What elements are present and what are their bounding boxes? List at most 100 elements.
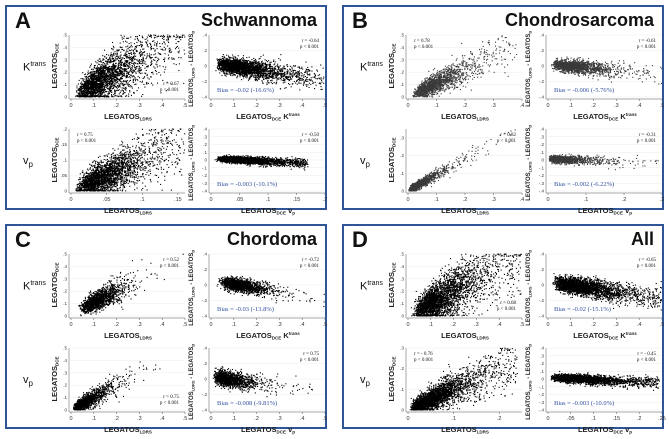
point	[121, 62, 122, 63]
point	[117, 79, 118, 80]
point	[255, 75, 256, 76]
point	[107, 72, 108, 73]
point	[147, 44, 148, 45]
point	[162, 38, 163, 39]
point	[293, 70, 294, 71]
point	[103, 74, 104, 75]
point	[106, 73, 107, 74]
point	[101, 81, 102, 82]
point	[174, 36, 175, 37]
point	[124, 54, 125, 55]
point	[102, 86, 103, 87]
point	[144, 87, 145, 88]
point	[323, 83, 324, 84]
point	[307, 77, 308, 78]
point	[151, 46, 152, 47]
point	[251, 59, 252, 60]
point	[229, 56, 230, 57]
point	[303, 77, 304, 78]
point	[134, 70, 135, 71]
point	[217, 60, 218, 61]
point	[143, 48, 144, 49]
point	[146, 57, 147, 58]
point	[98, 61, 99, 62]
point	[109, 61, 110, 62]
point	[319, 78, 320, 79]
point	[157, 83, 158, 84]
point	[219, 67, 220, 68]
point	[92, 96, 93, 97]
point	[260, 71, 261, 72]
point	[253, 75, 254, 76]
point	[106, 85, 107, 86]
point	[307, 74, 308, 75]
point	[117, 68, 118, 69]
point	[271, 62, 272, 63]
point	[291, 67, 292, 68]
point	[82, 92, 83, 93]
point	[122, 39, 123, 40]
point	[144, 61, 145, 62]
point	[124, 69, 125, 70]
point	[295, 73, 296, 74]
point	[113, 64, 114, 65]
point	[114, 68, 115, 69]
point	[288, 79, 289, 80]
point	[321, 89, 322, 90]
point	[79, 92, 80, 93]
x-tick-label: .4	[160, 103, 165, 109]
point	[144, 55, 145, 56]
point	[104, 87, 105, 88]
point	[275, 66, 276, 67]
point	[178, 70, 179, 71]
point	[100, 84, 101, 85]
point	[249, 77, 250, 78]
point	[111, 83, 112, 84]
point	[156, 45, 157, 46]
point	[90, 76, 91, 77]
point	[113, 47, 114, 48]
point	[262, 68, 263, 69]
point	[124, 64, 125, 65]
point	[106, 76, 107, 77]
point	[135, 39, 136, 40]
point	[113, 58, 114, 59]
point	[114, 65, 115, 66]
point	[250, 75, 251, 76]
point	[122, 74, 123, 75]
point	[170, 49, 171, 50]
point	[97, 80, 98, 81]
point	[317, 71, 318, 72]
point	[237, 67, 238, 68]
point	[110, 76, 111, 77]
point	[119, 73, 120, 74]
point	[98, 64, 99, 65]
point	[219, 65, 220, 66]
point	[116, 56, 117, 57]
x-tick-label: .1	[92, 103, 97, 109]
point	[140, 70, 141, 71]
point	[139, 77, 140, 78]
point	[307, 79, 308, 80]
point	[237, 59, 238, 60]
point	[117, 72, 118, 73]
point	[110, 70, 111, 71]
point	[258, 78, 259, 79]
point	[142, 36, 143, 37]
point	[255, 68, 256, 69]
point	[114, 75, 115, 76]
point	[114, 96, 115, 97]
point	[110, 91, 111, 92]
point	[280, 71, 281, 72]
point	[103, 75, 104, 76]
point	[163, 39, 164, 40]
point	[222, 66, 223, 67]
point	[129, 59, 130, 60]
point	[129, 84, 130, 85]
point	[86, 91, 87, 92]
point	[224, 56, 225, 57]
point	[295, 70, 296, 71]
point	[82, 86, 83, 87]
point	[129, 47, 130, 48]
point	[272, 71, 273, 72]
